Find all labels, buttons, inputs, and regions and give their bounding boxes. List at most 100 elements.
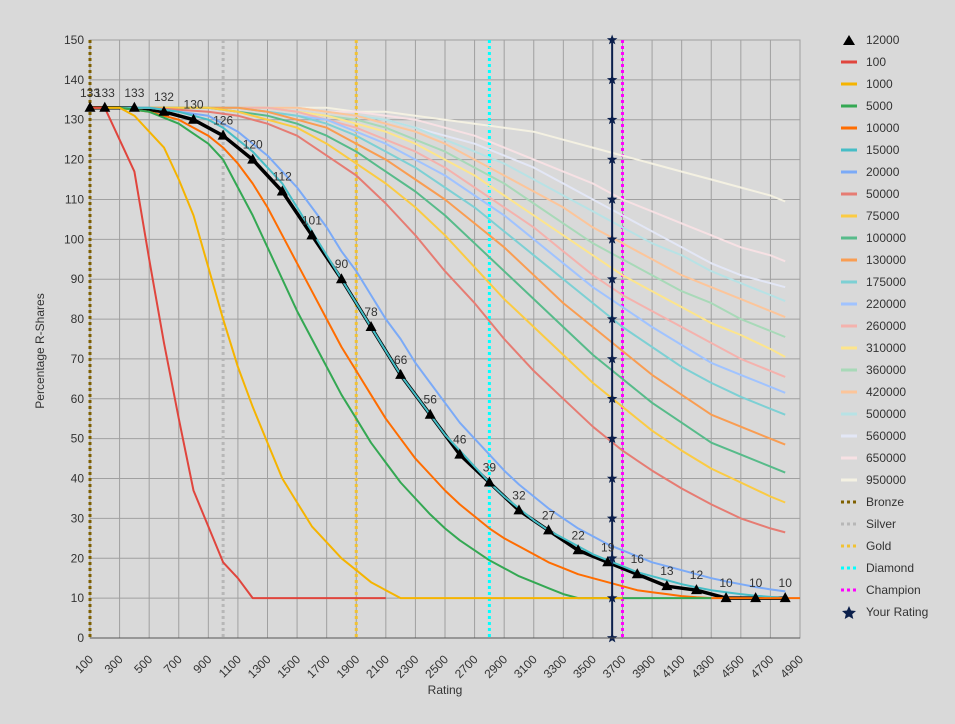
legend-swatch <box>838 385 860 399</box>
data-label: 90 <box>335 257 349 271</box>
legend-item: 310000 <box>838 337 953 359</box>
data-point <box>424 408 436 419</box>
data-point <box>543 524 555 535</box>
your-rating-star <box>606 552 618 563</box>
legend-swatch <box>838 429 860 443</box>
your-rating-star <box>606 194 618 204</box>
data-label: 130 <box>184 98 204 112</box>
your-rating-star <box>606 632 618 643</box>
legend-item: Silver <box>838 513 953 535</box>
legend-label: Champion <box>866 583 921 597</box>
legend-label: 130000 <box>866 253 907 267</box>
x-tick-label: 3500 <box>570 652 599 681</box>
legend-swatch <box>838 99 860 113</box>
data-point <box>217 129 229 140</box>
x-tick-label: 2500 <box>422 652 451 681</box>
data-label: 112 <box>273 169 292 183</box>
x-tick-label: 4900 <box>777 652 806 681</box>
y-tick-label: 110 <box>65 192 84 206</box>
legend-label: Your Rating <box>866 605 929 619</box>
legend-item: 75000 <box>838 205 953 227</box>
x-tick-label: 1300 <box>245 652 274 681</box>
data-point <box>84 101 96 112</box>
legend-swatch <box>838 231 860 245</box>
legend-swatch <box>838 363 860 377</box>
data-label: 10 <box>749 576 763 590</box>
y-tick-label: 120 <box>64 153 84 167</box>
x-tick-label: 2700 <box>452 652 481 681</box>
legend-label: 260000 <box>866 319 907 333</box>
your-rating-star <box>606 74 618 85</box>
your-rating-star <box>606 233 618 244</box>
your-rating-star <box>606 592 618 603</box>
your-rating-star <box>606 353 618 364</box>
x-tick-label: 3700 <box>600 652 629 681</box>
legend-item: 500000 <box>838 403 953 425</box>
your-rating-star <box>606 114 618 125</box>
data-label: 19 <box>601 540 615 554</box>
y-axis-label: Percentage R-Shares <box>33 293 47 408</box>
legend-label: 950000 <box>866 473 907 487</box>
legend-item: 5000 <box>838 95 953 117</box>
legend-swatch <box>838 451 860 465</box>
data-point <box>276 185 288 196</box>
data-label: 39 <box>483 461 497 475</box>
legend-label: Diamond <box>866 561 915 575</box>
x-tick-label: 700 <box>161 652 185 676</box>
legend-label: 175000 <box>866 275 907 289</box>
legend-item: 100000 <box>838 227 953 249</box>
y-tick-label: 10 <box>71 591 85 605</box>
legend-swatch <box>838 121 860 135</box>
your-rating-star <box>606 273 618 284</box>
legend-label: 10000 <box>866 121 900 135</box>
legend-item: Bronze <box>838 491 953 513</box>
legend-swatch <box>838 143 860 157</box>
x-tick-label: 300 <box>102 652 126 676</box>
legend-swatch <box>838 33 860 47</box>
data-point <box>395 368 407 379</box>
data-label: 10 <box>779 576 793 590</box>
legend-item: 175000 <box>838 271 953 293</box>
x-tick-label: 1900 <box>334 652 363 681</box>
data-point <box>99 101 111 112</box>
legend-label: 360000 <box>866 363 907 377</box>
data-point <box>661 580 673 591</box>
legend-item: 560000 <box>838 425 953 447</box>
legend-swatch <box>838 165 860 179</box>
data-label: 56 <box>424 393 438 407</box>
legend-item: 1000 <box>838 73 953 95</box>
legend-label: 100000 <box>866 231 907 245</box>
data-label: 120 <box>243 138 263 152</box>
data-point <box>335 273 347 284</box>
legend-item: 12000 <box>838 29 953 51</box>
legend-label: 1000 <box>866 77 893 91</box>
legend-label: 75000 <box>866 209 900 223</box>
data-label: 66 <box>394 353 408 367</box>
data-point <box>483 476 495 487</box>
legend-label: 50000 <box>866 187 900 201</box>
legend-item: Diamond <box>838 557 953 579</box>
legend-label: 310000 <box>866 341 907 355</box>
x-tick-label: 2100 <box>363 652 392 681</box>
legend-item: 50000 <box>838 183 953 205</box>
legend-item: 260000 <box>838 315 953 337</box>
legend-swatch <box>838 583 860 597</box>
legend-item: 15000 <box>838 139 953 161</box>
y-tick-label: 70 <box>71 352 85 366</box>
x-tick-label: 2900 <box>482 652 511 681</box>
legend-swatch <box>838 407 860 421</box>
series-line-5000 <box>90 106 712 600</box>
legend-swatch <box>838 495 860 509</box>
legend-item: 10000 <box>838 117 953 139</box>
legend-item: Gold <box>838 535 953 557</box>
data-label: 12 <box>690 568 704 582</box>
legend-label: 220000 <box>866 297 907 311</box>
your-rating-star <box>606 34 618 45</box>
y-tick-label: 140 <box>64 73 84 87</box>
data-point <box>750 592 762 603</box>
chart-legend: 12000 100 1000 5000 10000 15000 20000 50000 7500… <box>838 29 953 623</box>
your-rating-star <box>606 313 618 324</box>
legend-swatch <box>838 77 860 91</box>
data-label: 126 <box>213 114 233 128</box>
